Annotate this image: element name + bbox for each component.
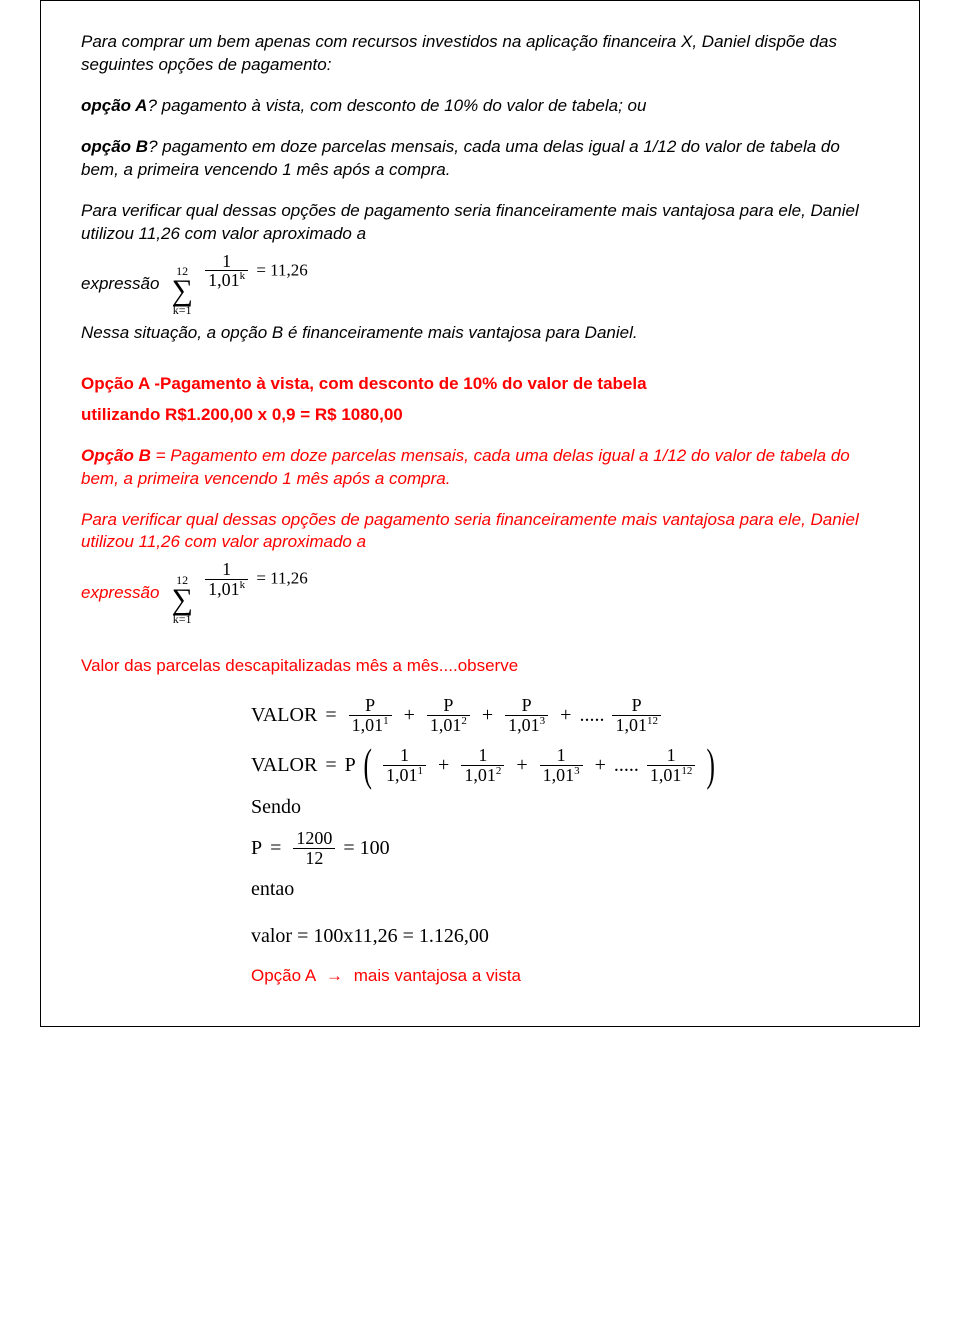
observe-line: Valor das parcelas descapitalizadas mês … [81, 655, 879, 678]
left-paren-icon: ( [363, 744, 371, 785]
sigma-icon: ∑ [171, 277, 192, 304]
option-a-line: opção A? pagamento à vista, com desconto… [81, 95, 879, 118]
dots: ..... [579, 704, 604, 727]
entao-label: entao [251, 878, 879, 901]
option-b-label: opção B [81, 137, 148, 156]
final-opt-label: Opção A [251, 966, 315, 985]
verify-paragraph: Para verificar qual dessas opções de pag… [81, 200, 879, 246]
final-calc: valor = 100x11,26 = 1.126,00 [251, 925, 879, 948]
document-page: Para comprar um bem apenas com recursos … [40, 0, 920, 1027]
sol-optB-text: = Pagamento em doze parcelas mensais, ca… [81, 446, 850, 488]
option-a-text: ? pagamento à vista, com desconto de 10%… [147, 96, 646, 115]
right-paren-icon: ) [707, 744, 715, 785]
sol-optA-title: Opção A -Pagamento à vista, com desconto… [81, 373, 879, 396]
sol-verify: Para verificar qual dessas opções de pag… [81, 509, 879, 555]
sol-optA-calc: utilizando R$1.200,00 x 0,9 = R$ 1080,00 [81, 404, 879, 427]
option-b-line: opção B? pagamento em doze parcelas mens… [81, 136, 879, 182]
frac-num: 1 [219, 252, 234, 271]
sendo-label: Sendo [251, 796, 879, 819]
frac-den: 1,01k [205, 271, 248, 290]
sum-formula-2: 12 ∑ k=1 1 1,01k = 11,26 [167, 560, 307, 624]
arrow-icon: → [320, 966, 349, 985]
sol-optB-line: Opção B = Pagamento em doze parcelas men… [81, 445, 879, 491]
intro-paragraph: Para comprar um bem apenas com recursos … [81, 31, 879, 77]
sum-rhs: = 11,26 [256, 260, 307, 279]
final-answer: Opção A → mais vantajosa a vista [251, 966, 879, 986]
sum-formula-1: 12 ∑ k=1 1 1,01k = 11,26 [167, 252, 307, 316]
final-text: mais vantajosa a vista [354, 966, 521, 985]
expression-word: expressão [81, 274, 159, 294]
valor-row-2: VALOR = P ( 11,011 + 11,012 + 11,013 + .… [251, 744, 879, 785]
expression-row-1: expressão 12 ∑ k=1 1 1,01k = 11,26 [81, 252, 879, 316]
sigma-icon: ∑ [171, 586, 192, 613]
p-row: P = 120012 = 100 [251, 829, 879, 868]
sum-lower: k=1 [173, 304, 192, 316]
conclusion-paragraph: Nessa situação, a opção B é financeirame… [81, 322, 879, 345]
sol-optB-label: Opção B [81, 446, 151, 465]
valor-lhs: VALOR [251, 704, 317, 727]
option-b-text: ? pagamento em doze parcelas mensais, ca… [81, 137, 840, 179]
sol-expression-word: expressão [81, 583, 159, 603]
valor-equations: VALOR = P1,011 + P1,012 + P1,013 + .....… [251, 696, 879, 948]
valor-row-1: VALOR = P1,011 + P1,012 + P1,013 + .....… [251, 696, 879, 735]
expression-row-2: expressão 12 ∑ k=1 1 1,01k = 11,26 [81, 560, 879, 624]
solution-block: Opção A -Pagamento à vista, com desconto… [81, 373, 879, 986]
option-a-label: opção A [81, 96, 147, 115]
